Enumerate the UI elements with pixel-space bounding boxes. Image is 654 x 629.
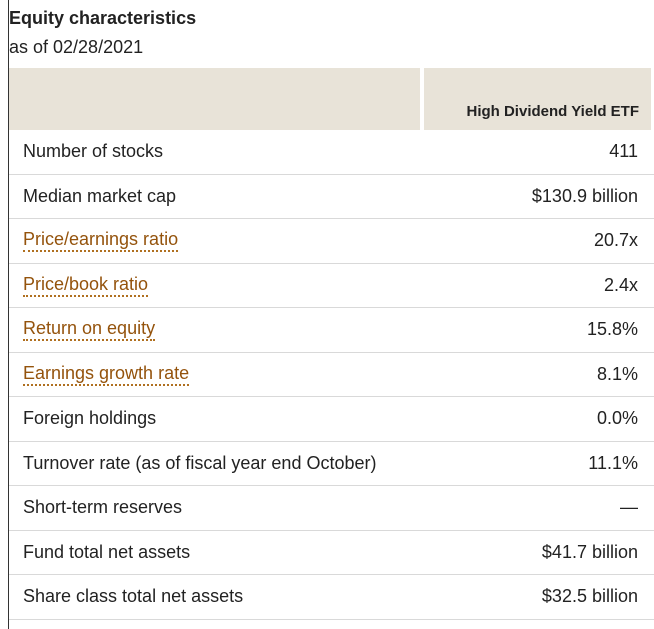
- equity-characteristics-table: High Dividend Yield ETF Number of stocks…: [9, 68, 654, 620]
- table-row: Turnover rate (as of fiscal year end Oct…: [9, 442, 654, 486]
- header-edge: [651, 68, 654, 130]
- fund-column-header: High Dividend Yield ETF: [424, 68, 651, 130]
- price-book-ratio-link[interactable]: Price/book ratio: [23, 274, 149, 297]
- row-label-turnover-rate: Turnover rate (as of fiscal year end Oct…: [23, 452, 377, 473]
- row-value: —: [620, 497, 638, 518]
- table-row: Return on equity 15.8%: [9, 308, 654, 353]
- table-row: Short-term reserves —: [9, 486, 654, 531]
- table-row: Foreign holdings 0.0%: [9, 397, 654, 442]
- row-label-foreign-holdings: Foreign holdings: [23, 408, 157, 429]
- table-row: Share class total net assets $32.5 billi…: [9, 575, 654, 620]
- row-label-median-market-cap: Median market cap: [23, 185, 177, 206]
- row-value: $130.9 billion: [531, 185, 638, 206]
- row-label-fund-total-net-assets: Fund total net assets: [23, 541, 191, 562]
- price-earnings-ratio-link[interactable]: Price/earnings ratio: [23, 229, 179, 253]
- row-value: $32.5 billion: [541, 586, 638, 607]
- row-label-number-of-stocks: Number of stocks: [23, 141, 164, 162]
- header-separator: [420, 68, 424, 130]
- table-row: Median market cap $130.9 billion: [9, 175, 654, 219]
- section-heading: Equity characteristics as of 02/28/2021: [9, 7, 196, 58]
- row-label-short-term-reserves: Short-term reserves: [23, 497, 183, 518]
- table-row: Earnings growth rate 8.1%: [9, 353, 654, 397]
- as-of-date: as of 02/28/2021: [9, 37, 144, 57]
- row-value: $41.7 billion: [541, 541, 638, 562]
- row-value: 15.8%: [586, 319, 638, 340]
- row-value: 0.0%: [596, 408, 638, 429]
- table-header-row: High Dividend Yield ETF: [9, 68, 654, 130]
- row-label-share-class-total-net-assets: Share class total net assets: [23, 586, 244, 607]
- row-value: 411: [609, 141, 638, 162]
- row-value: 8.1%: [596, 363, 638, 384]
- left-border-line: [8, 0, 9, 629]
- table-row: Price/earnings ratio 20.7x: [9, 219, 654, 264]
- return-on-equity-link[interactable]: Return on equity: [23, 318, 156, 342]
- row-value: 2.4x: [603, 274, 638, 295]
- section-title: Equity characteristics: [9, 8, 197, 28]
- table-row: Number of stocks 411: [9, 130, 654, 175]
- row-value: 20.7x: [593, 230, 638, 251]
- table-row: Fund total net assets $41.7 billion: [9, 531, 654, 575]
- header-blank-cell: [9, 68, 420, 130]
- earnings-growth-rate-link[interactable]: Earnings growth rate: [23, 363, 190, 386]
- row-value: 11.1%: [588, 452, 638, 473]
- table-row: Price/book ratio 2.4x: [9, 264, 654, 308]
